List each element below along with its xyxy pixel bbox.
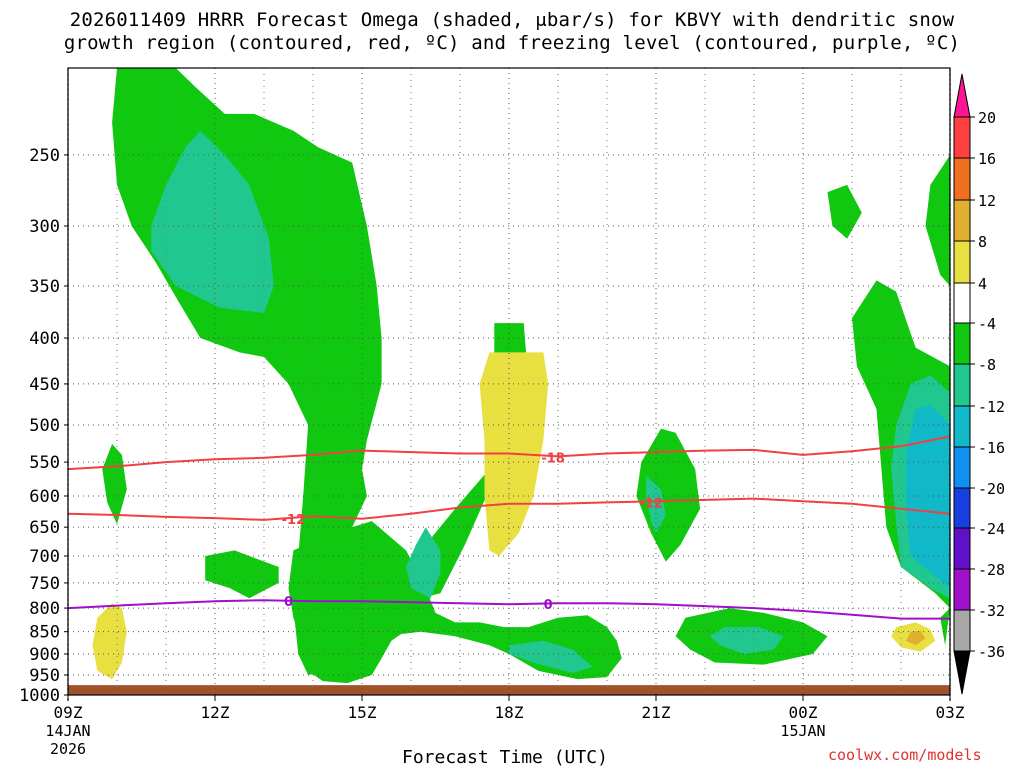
y-tick-label: 750 bbox=[29, 574, 60, 594]
y-tick-label: 700 bbox=[29, 547, 60, 567]
omega-fill-layer bbox=[68, 68, 950, 695]
colorbar-label: -20 bbox=[978, 480, 1005, 498]
x-tick-label: 21Z bbox=[642, 703, 671, 722]
omega-region--8 bbox=[646, 476, 666, 534]
y-tick-label: 450 bbox=[29, 375, 60, 395]
colorbar-box bbox=[953, 568, 971, 611]
colorbar-box bbox=[953, 240, 971, 284]
colorbar-label: -32 bbox=[978, 602, 1005, 620]
colorbar-label: 12 bbox=[978, 192, 996, 210]
colorbar-label: 20 bbox=[978, 109, 996, 127]
colorbar-label: -28 bbox=[978, 561, 1005, 579]
colorbar-box bbox=[953, 487, 971, 529]
dgz-contour-label: -12 bbox=[282, 513, 306, 528]
omega-region--4 bbox=[205, 550, 279, 599]
freezing-level-line bbox=[68, 599, 950, 620]
omega-region--8 bbox=[509, 640, 593, 673]
colorbar-box bbox=[953, 282, 971, 324]
colorbar-box bbox=[953, 446, 971, 489]
x-tick-date: 15JAN bbox=[780, 722, 825, 740]
omega-region--12 bbox=[905, 405, 950, 589]
omega-region--4 bbox=[636, 428, 701, 562]
x-tick-label: 18Z bbox=[495, 703, 524, 722]
y-tick-label: 550 bbox=[29, 453, 60, 473]
colorbar-box bbox=[953, 199, 971, 242]
x-tick-label: 15Z bbox=[348, 703, 377, 722]
colorbar-top-arrow bbox=[953, 73, 971, 118]
dgz-contour-label: -18 bbox=[541, 452, 565, 467]
omega-region--4 bbox=[827, 184, 862, 239]
x-tick-year: 2026 bbox=[50, 740, 86, 758]
colorbar-label: -4 bbox=[978, 315, 996, 333]
omega-region--8 bbox=[709, 627, 784, 654]
y-tick-label: 800 bbox=[29, 599, 60, 619]
y-tick-label: 650 bbox=[29, 518, 60, 538]
colorbar-label: -16 bbox=[978, 439, 1005, 457]
y-tick-label: 350 bbox=[29, 277, 60, 297]
colorbar-box bbox=[953, 157, 971, 201]
chart-title-line1: 2026011409 HRRR Forecast Omega (shaded, … bbox=[69, 9, 955, 31]
dgz-contour-line bbox=[68, 435, 950, 471]
dgz-contour-label: -12 bbox=[639, 497, 663, 512]
x-tick-label: 09Z bbox=[54, 703, 83, 722]
colorbar-box bbox=[953, 116, 971, 159]
y-tick-label: 900 bbox=[29, 645, 60, 665]
colorbar-label: -8 bbox=[978, 356, 996, 374]
y-tick-label: 950 bbox=[29, 666, 60, 686]
colorbar-box bbox=[953, 363, 971, 407]
y-tick-label: 850 bbox=[29, 623, 60, 643]
y-tick-label: 300 bbox=[29, 217, 60, 237]
y-tick-label: 400 bbox=[29, 329, 60, 349]
omega-region--4 bbox=[940, 608, 950, 646]
x-tick-label: 00Z bbox=[789, 703, 818, 722]
x-tick-date: 14JAN bbox=[45, 722, 90, 740]
y-tick-label: 500 bbox=[29, 416, 60, 436]
omega-region--8 bbox=[406, 527, 441, 599]
colorbar-label: 16 bbox=[978, 150, 996, 168]
y-tick-label: 600 bbox=[29, 487, 60, 507]
colorbar: 20 16 12 8 4 -4 -8 -12 -16 -20 -24 -28 -32 -36 bbox=[953, 73, 1005, 695]
colorbar-box bbox=[953, 609, 971, 652]
freezing-level-label: 0 bbox=[544, 598, 553, 613]
colorbar-label: 4 bbox=[978, 275, 987, 293]
axes-layer: 2503003504004505005506006507007508008509… bbox=[19, 67, 965, 758]
colorbar-label: -12 bbox=[978, 398, 1005, 416]
x-tick-label: 03Z bbox=[936, 703, 965, 722]
colorbar-box bbox=[953, 527, 971, 570]
y-tick-label: 250 bbox=[29, 146, 60, 166]
colorbar-label: -36 bbox=[978, 643, 1005, 661]
chart-title-line2: growth region (contoured, red, ºC) and f… bbox=[63, 32, 961, 54]
colorbar-label: -24 bbox=[978, 520, 1005, 538]
dgz-contour-line bbox=[68, 497, 950, 521]
x-axis-title: Forecast Time (UTC) bbox=[402, 747, 608, 768]
ground-band bbox=[68, 685, 950, 695]
omega-region-8 bbox=[905, 630, 926, 646]
colorbar-box bbox=[953, 322, 971, 365]
omega-region-4 bbox=[92, 603, 127, 680]
x-tick-label: 12Z bbox=[201, 703, 230, 722]
colorbar-label: 8 bbox=[978, 233, 987, 251]
colorbar-box bbox=[953, 405, 971, 448]
credit-link[interactable]: coolwx.com/models bbox=[828, 746, 982, 764]
freezing-level-label: 0 bbox=[284, 595, 293, 610]
omega-region--8 bbox=[151, 130, 274, 313]
omega-region--4 bbox=[102, 444, 127, 525]
y-tick-label: 1000 bbox=[19, 686, 60, 706]
omega-region--4 bbox=[925, 154, 950, 286]
colorbar-bottom-arrow bbox=[953, 650, 971, 695]
contour-layer: -18 -12 -12 0 0 bbox=[68, 435, 950, 620]
